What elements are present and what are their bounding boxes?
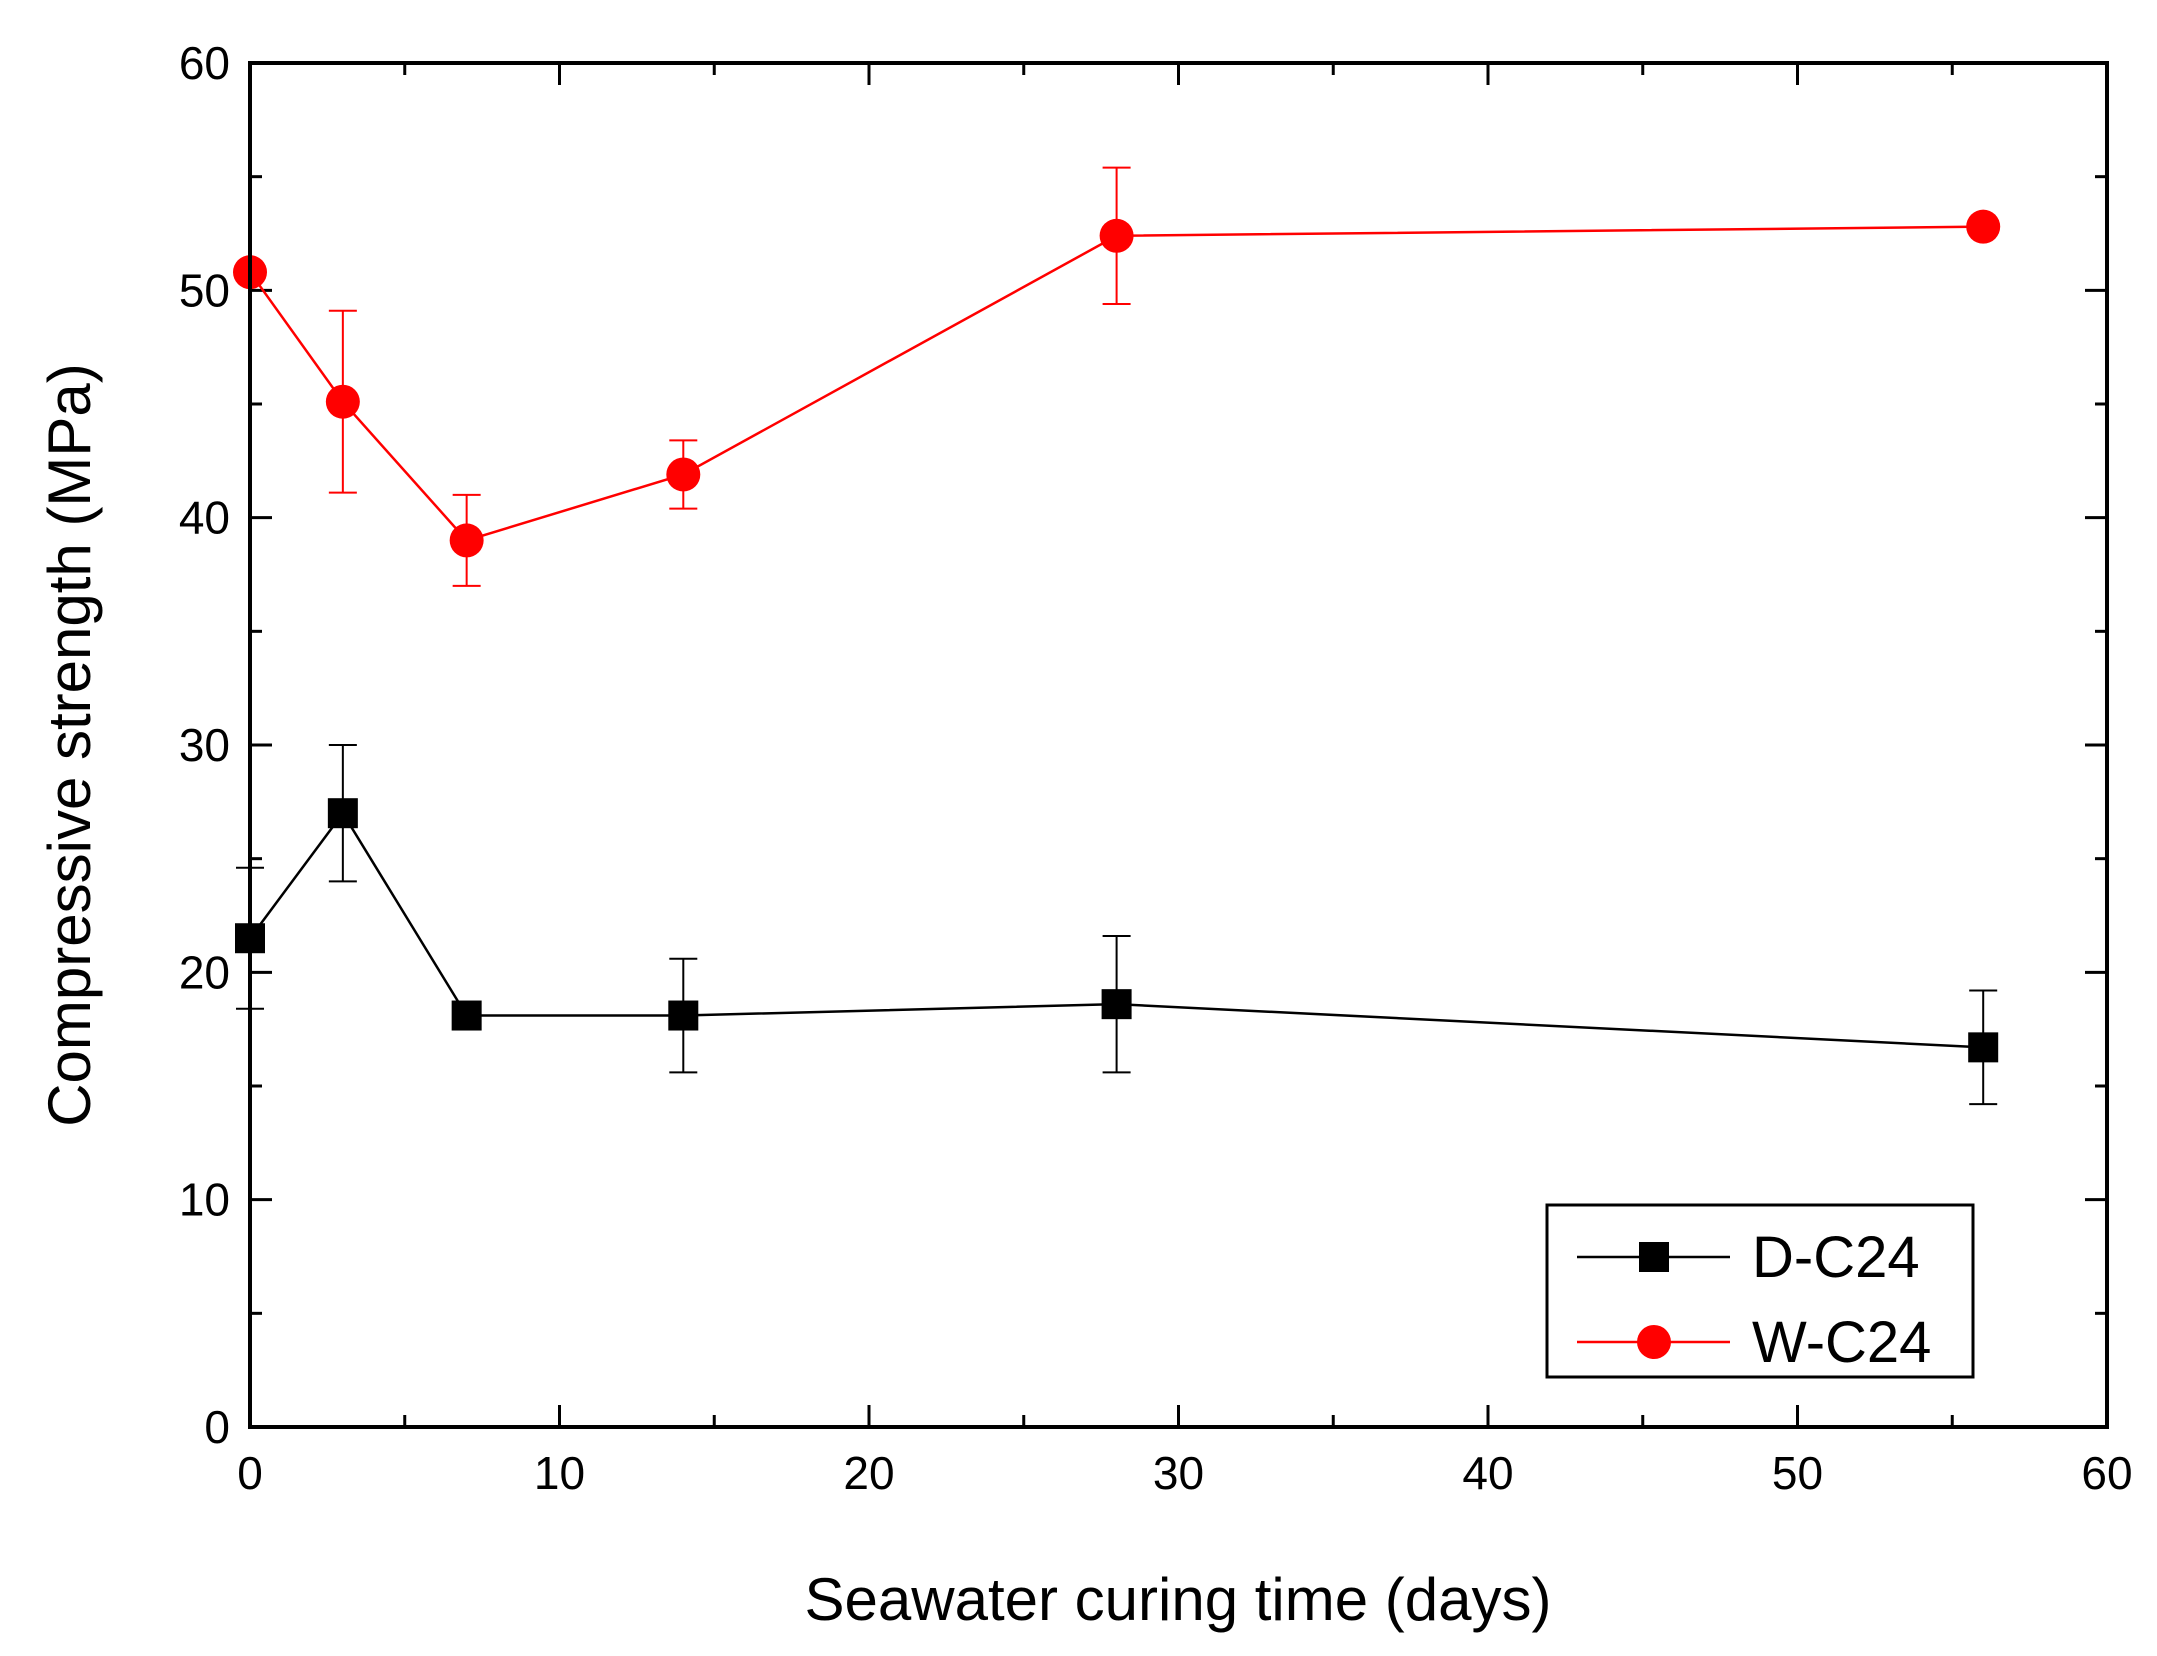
plot-frame xyxy=(248,61,2109,1429)
x-tick-label: 40 xyxy=(1462,1447,1513,1499)
y-tick-label: 0 xyxy=(204,1401,230,1453)
legend-marker-d-c24 xyxy=(1639,1242,1669,1272)
x-axis-title: Seawater curing time (days) xyxy=(805,1566,1552,1633)
data-point-d-c24 xyxy=(668,1000,699,1031)
labels-layer: 0 10 20 30 40 50 60 0 10 20 30 40 50 60 xyxy=(179,37,2133,1499)
y-tick-label: 10 xyxy=(179,1174,230,1226)
y-tick-label: 50 xyxy=(179,264,230,316)
x-tick-label: 20 xyxy=(843,1447,894,1499)
data-point-d-c24 xyxy=(1968,1032,1999,1063)
x-tick-label: 60 xyxy=(2081,1447,2132,1499)
y-tick-label: 40 xyxy=(179,492,230,544)
x-tick-label: 0 xyxy=(237,1447,263,1499)
legend-box xyxy=(1545,1203,1975,1379)
data-point-d-c24 xyxy=(327,798,358,829)
data-point-w-c24 xyxy=(1099,218,1134,253)
legend-marker-w-c24 xyxy=(1637,1325,1671,1359)
series-line-w-c24 xyxy=(248,225,1984,542)
y-tick-label: 20 xyxy=(179,946,230,998)
y-tick-label: 60 xyxy=(179,37,230,89)
x-tick-label: 10 xyxy=(534,1447,585,1499)
data-point-d-c24 xyxy=(451,1000,482,1031)
y-axis-title: Compressive strength (MPa) xyxy=(36,363,103,1127)
y-tick-label: 30 xyxy=(179,719,230,771)
series-line-d-c24 xyxy=(248,810,1984,1049)
data-point-w-c24 xyxy=(325,384,360,419)
legend-label-d-c24: D-C24 xyxy=(1752,1225,1920,1290)
x-tick-label: 30 xyxy=(1153,1447,1204,1499)
x-tick-label: 50 xyxy=(1772,1447,1823,1499)
series-layer xyxy=(233,166,2001,1106)
data-point-d-c24 xyxy=(1101,989,1132,1020)
data-point-w-c24 xyxy=(666,457,701,492)
legend-label-w-c24: W-C24 xyxy=(1752,1310,1931,1375)
data-point-w-c24 xyxy=(449,523,484,558)
data-point-w-c24 xyxy=(1966,209,2001,244)
legend: D-C24 W-C24 xyxy=(1545,1203,1975,1379)
